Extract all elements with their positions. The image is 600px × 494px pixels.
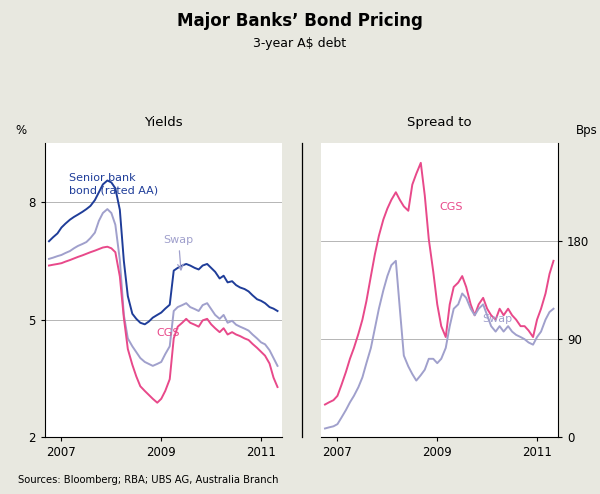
Text: Swap: Swap: [163, 235, 194, 270]
Text: Swap: Swap: [482, 314, 512, 324]
Text: Yields: Yields: [144, 116, 183, 128]
Text: 3-year A$ debt: 3-year A$ debt: [253, 37, 347, 50]
Text: CGS: CGS: [157, 329, 180, 338]
Text: Spread to: Spread to: [407, 116, 472, 128]
Text: Major Banks’ Bond Pricing: Major Banks’ Bond Pricing: [177, 12, 423, 30]
Text: Sources: Bloomberg; RBA; UBS AG, Australia Branch: Sources: Bloomberg; RBA; UBS AG, Austral…: [18, 475, 278, 485]
Text: %: %: [16, 124, 27, 137]
Text: CGS: CGS: [439, 202, 463, 212]
Text: Senior bank
bond (rated AA): Senior bank bond (rated AA): [69, 173, 158, 195]
Text: Bps: Bps: [575, 124, 598, 137]
